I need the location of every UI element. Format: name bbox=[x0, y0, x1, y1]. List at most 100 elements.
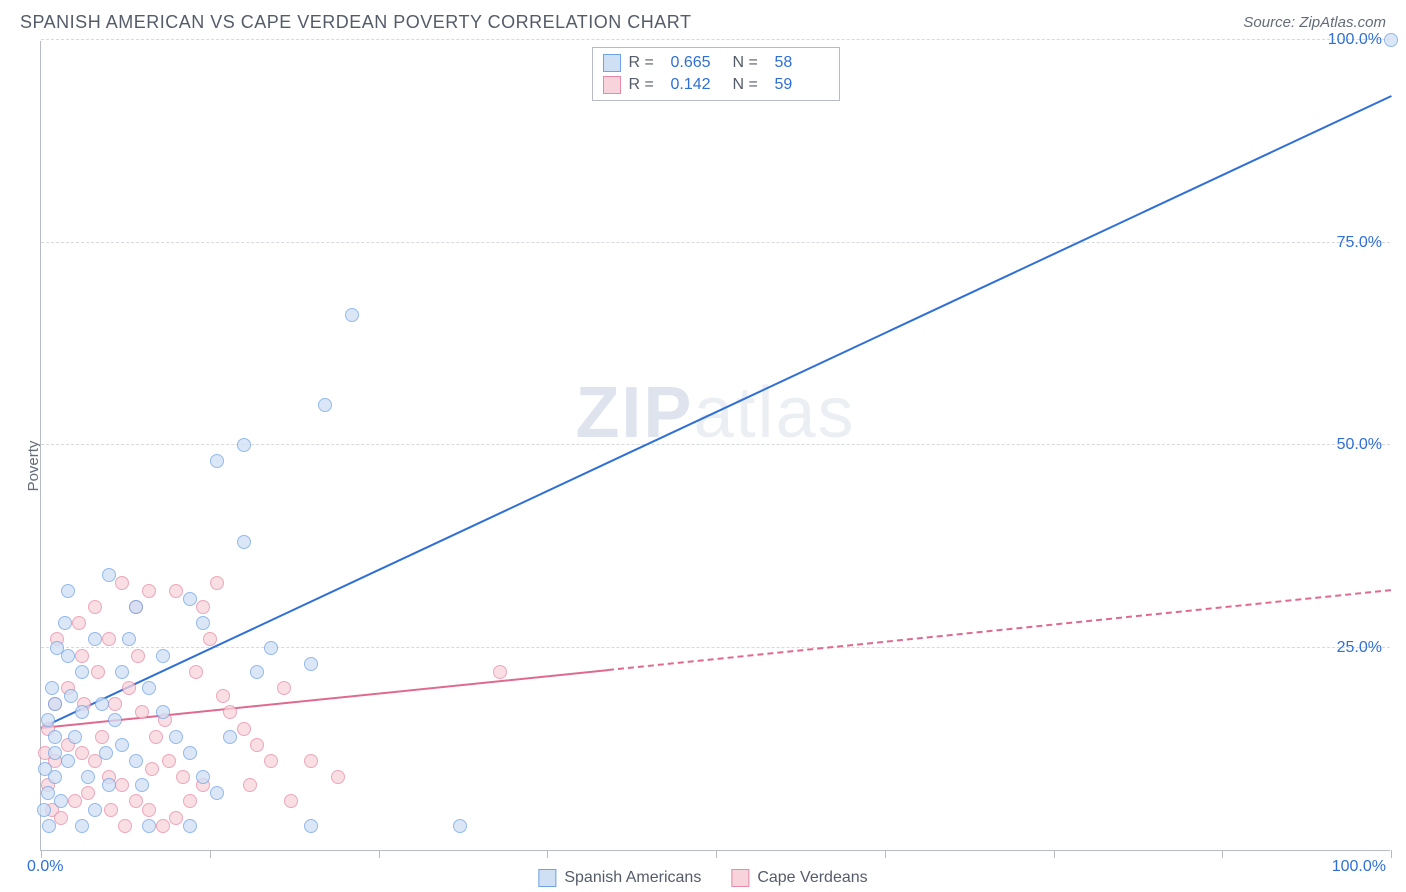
y-tick-label: 75.0% bbox=[1337, 234, 1382, 252]
legend-row: R = 0.665 N = 58 bbox=[603, 52, 829, 74]
spanish-point bbox=[142, 819, 156, 833]
cape-point bbox=[189, 665, 203, 679]
spanish-point bbox=[61, 584, 75, 598]
cape-point bbox=[75, 649, 89, 663]
spanish-point bbox=[81, 770, 95, 784]
cape-point bbox=[210, 576, 224, 590]
spanish-point bbox=[115, 665, 129, 679]
spanish-point bbox=[99, 746, 113, 760]
spanish-point bbox=[38, 762, 52, 776]
legend-swatch bbox=[603, 76, 621, 94]
legend-r-value: 0.142 bbox=[671, 76, 725, 94]
legend-n-label: N = bbox=[733, 54, 767, 72]
spanish-point bbox=[135, 778, 149, 792]
cape-point bbox=[176, 770, 190, 784]
spanish-point bbox=[156, 705, 170, 719]
chart-source: Source: ZipAtlas.com bbox=[1243, 14, 1386, 31]
cape-point bbox=[118, 819, 132, 833]
spanish-point bbox=[318, 398, 332, 412]
spanish-point bbox=[48, 730, 62, 744]
cape-point bbox=[122, 681, 136, 695]
spanish-point bbox=[88, 632, 102, 646]
legend-r-label: R = bbox=[629, 54, 663, 72]
spanish-point bbox=[102, 568, 116, 582]
spanish-point bbox=[75, 819, 89, 833]
legend-swatch bbox=[603, 54, 621, 72]
cape-point bbox=[237, 722, 251, 736]
legend-swatch bbox=[538, 869, 556, 887]
cape-point bbox=[196, 600, 210, 614]
cape-point bbox=[88, 600, 102, 614]
spanish-point bbox=[75, 705, 89, 719]
y-tick-label: 50.0% bbox=[1337, 436, 1382, 454]
series-legend-item: Cape Verdeans bbox=[731, 869, 867, 887]
legend-swatch bbox=[731, 869, 749, 887]
cape-point bbox=[135, 705, 149, 719]
series-legend-label: Spanish Americans bbox=[564, 869, 701, 887]
spanish-point bbox=[42, 819, 56, 833]
series-legend: Spanish Americans Cape Verdeans bbox=[538, 869, 867, 887]
x-tick bbox=[1391, 850, 1392, 858]
cape-point bbox=[81, 786, 95, 800]
spanish-point bbox=[196, 616, 210, 630]
cape-point bbox=[304, 754, 318, 768]
cape-point bbox=[91, 665, 105, 679]
spanish-point bbox=[48, 746, 62, 760]
spanish-point bbox=[61, 754, 75, 768]
cape-point bbox=[169, 584, 183, 598]
y-tick-label: 25.0% bbox=[1337, 639, 1382, 657]
spanish-point bbox=[122, 632, 136, 646]
spanish-point bbox=[196, 770, 210, 784]
legend-n-label: N = bbox=[733, 76, 767, 94]
cape-point bbox=[108, 697, 122, 711]
cape-point bbox=[216, 689, 230, 703]
legend-row: R =0.142N =59 bbox=[603, 74, 829, 96]
spanish-point bbox=[54, 794, 68, 808]
cape-point bbox=[169, 811, 183, 825]
gridline bbox=[41, 39, 1390, 40]
spanish-point bbox=[237, 535, 251, 549]
spanish-point bbox=[108, 713, 122, 727]
cape-point bbox=[243, 778, 257, 792]
series-legend-item: Spanish Americans bbox=[538, 869, 701, 887]
cape-point bbox=[145, 762, 159, 776]
cape-point bbox=[54, 811, 68, 825]
y-tick-label: 100.0% bbox=[1328, 31, 1382, 49]
spanish-point bbox=[345, 308, 359, 322]
legend-r-value: 0.665 bbox=[671, 54, 725, 72]
x-tick bbox=[716, 850, 717, 858]
spanish-point bbox=[68, 730, 82, 744]
spanish-point bbox=[75, 665, 89, 679]
cape-point bbox=[129, 794, 143, 808]
spanish-point bbox=[156, 649, 170, 663]
spanish-point bbox=[183, 819, 197, 833]
legend-n-value: 59 bbox=[775, 76, 829, 94]
chart-title: SPANISH AMERICAN VS CAPE VERDEAN POVERTY… bbox=[20, 12, 691, 33]
spanish-point bbox=[41, 786, 55, 800]
gridline bbox=[41, 647, 1390, 648]
spanish-point bbox=[1384, 33, 1398, 47]
spanish-point bbox=[58, 616, 72, 630]
spanish-point bbox=[304, 819, 318, 833]
x-tick bbox=[1222, 850, 1223, 858]
cape-point bbox=[284, 794, 298, 808]
cape-trendline-dashed bbox=[608, 589, 1391, 671]
cape-point bbox=[104, 803, 118, 817]
cape-point bbox=[75, 746, 89, 760]
chart-header: SPANISH AMERICAN VS CAPE VERDEAN POVERTY… bbox=[0, 0, 1406, 41]
cape-point bbox=[264, 754, 278, 768]
cape-point bbox=[493, 665, 507, 679]
cape-trendline bbox=[41, 669, 608, 729]
legend-n-value: 58 bbox=[775, 54, 829, 72]
x-tick bbox=[210, 850, 211, 858]
cape-point bbox=[156, 819, 170, 833]
cape-point bbox=[277, 681, 291, 695]
cape-point bbox=[72, 616, 86, 630]
cape-point bbox=[95, 730, 109, 744]
cape-point bbox=[149, 730, 163, 744]
spanish-point bbox=[64, 689, 78, 703]
spanish-point bbox=[37, 803, 51, 817]
series-legend-label: Cape Verdeans bbox=[757, 869, 867, 887]
spanish-point bbox=[210, 454, 224, 468]
x-max-label: 100.0% bbox=[1332, 858, 1386, 876]
